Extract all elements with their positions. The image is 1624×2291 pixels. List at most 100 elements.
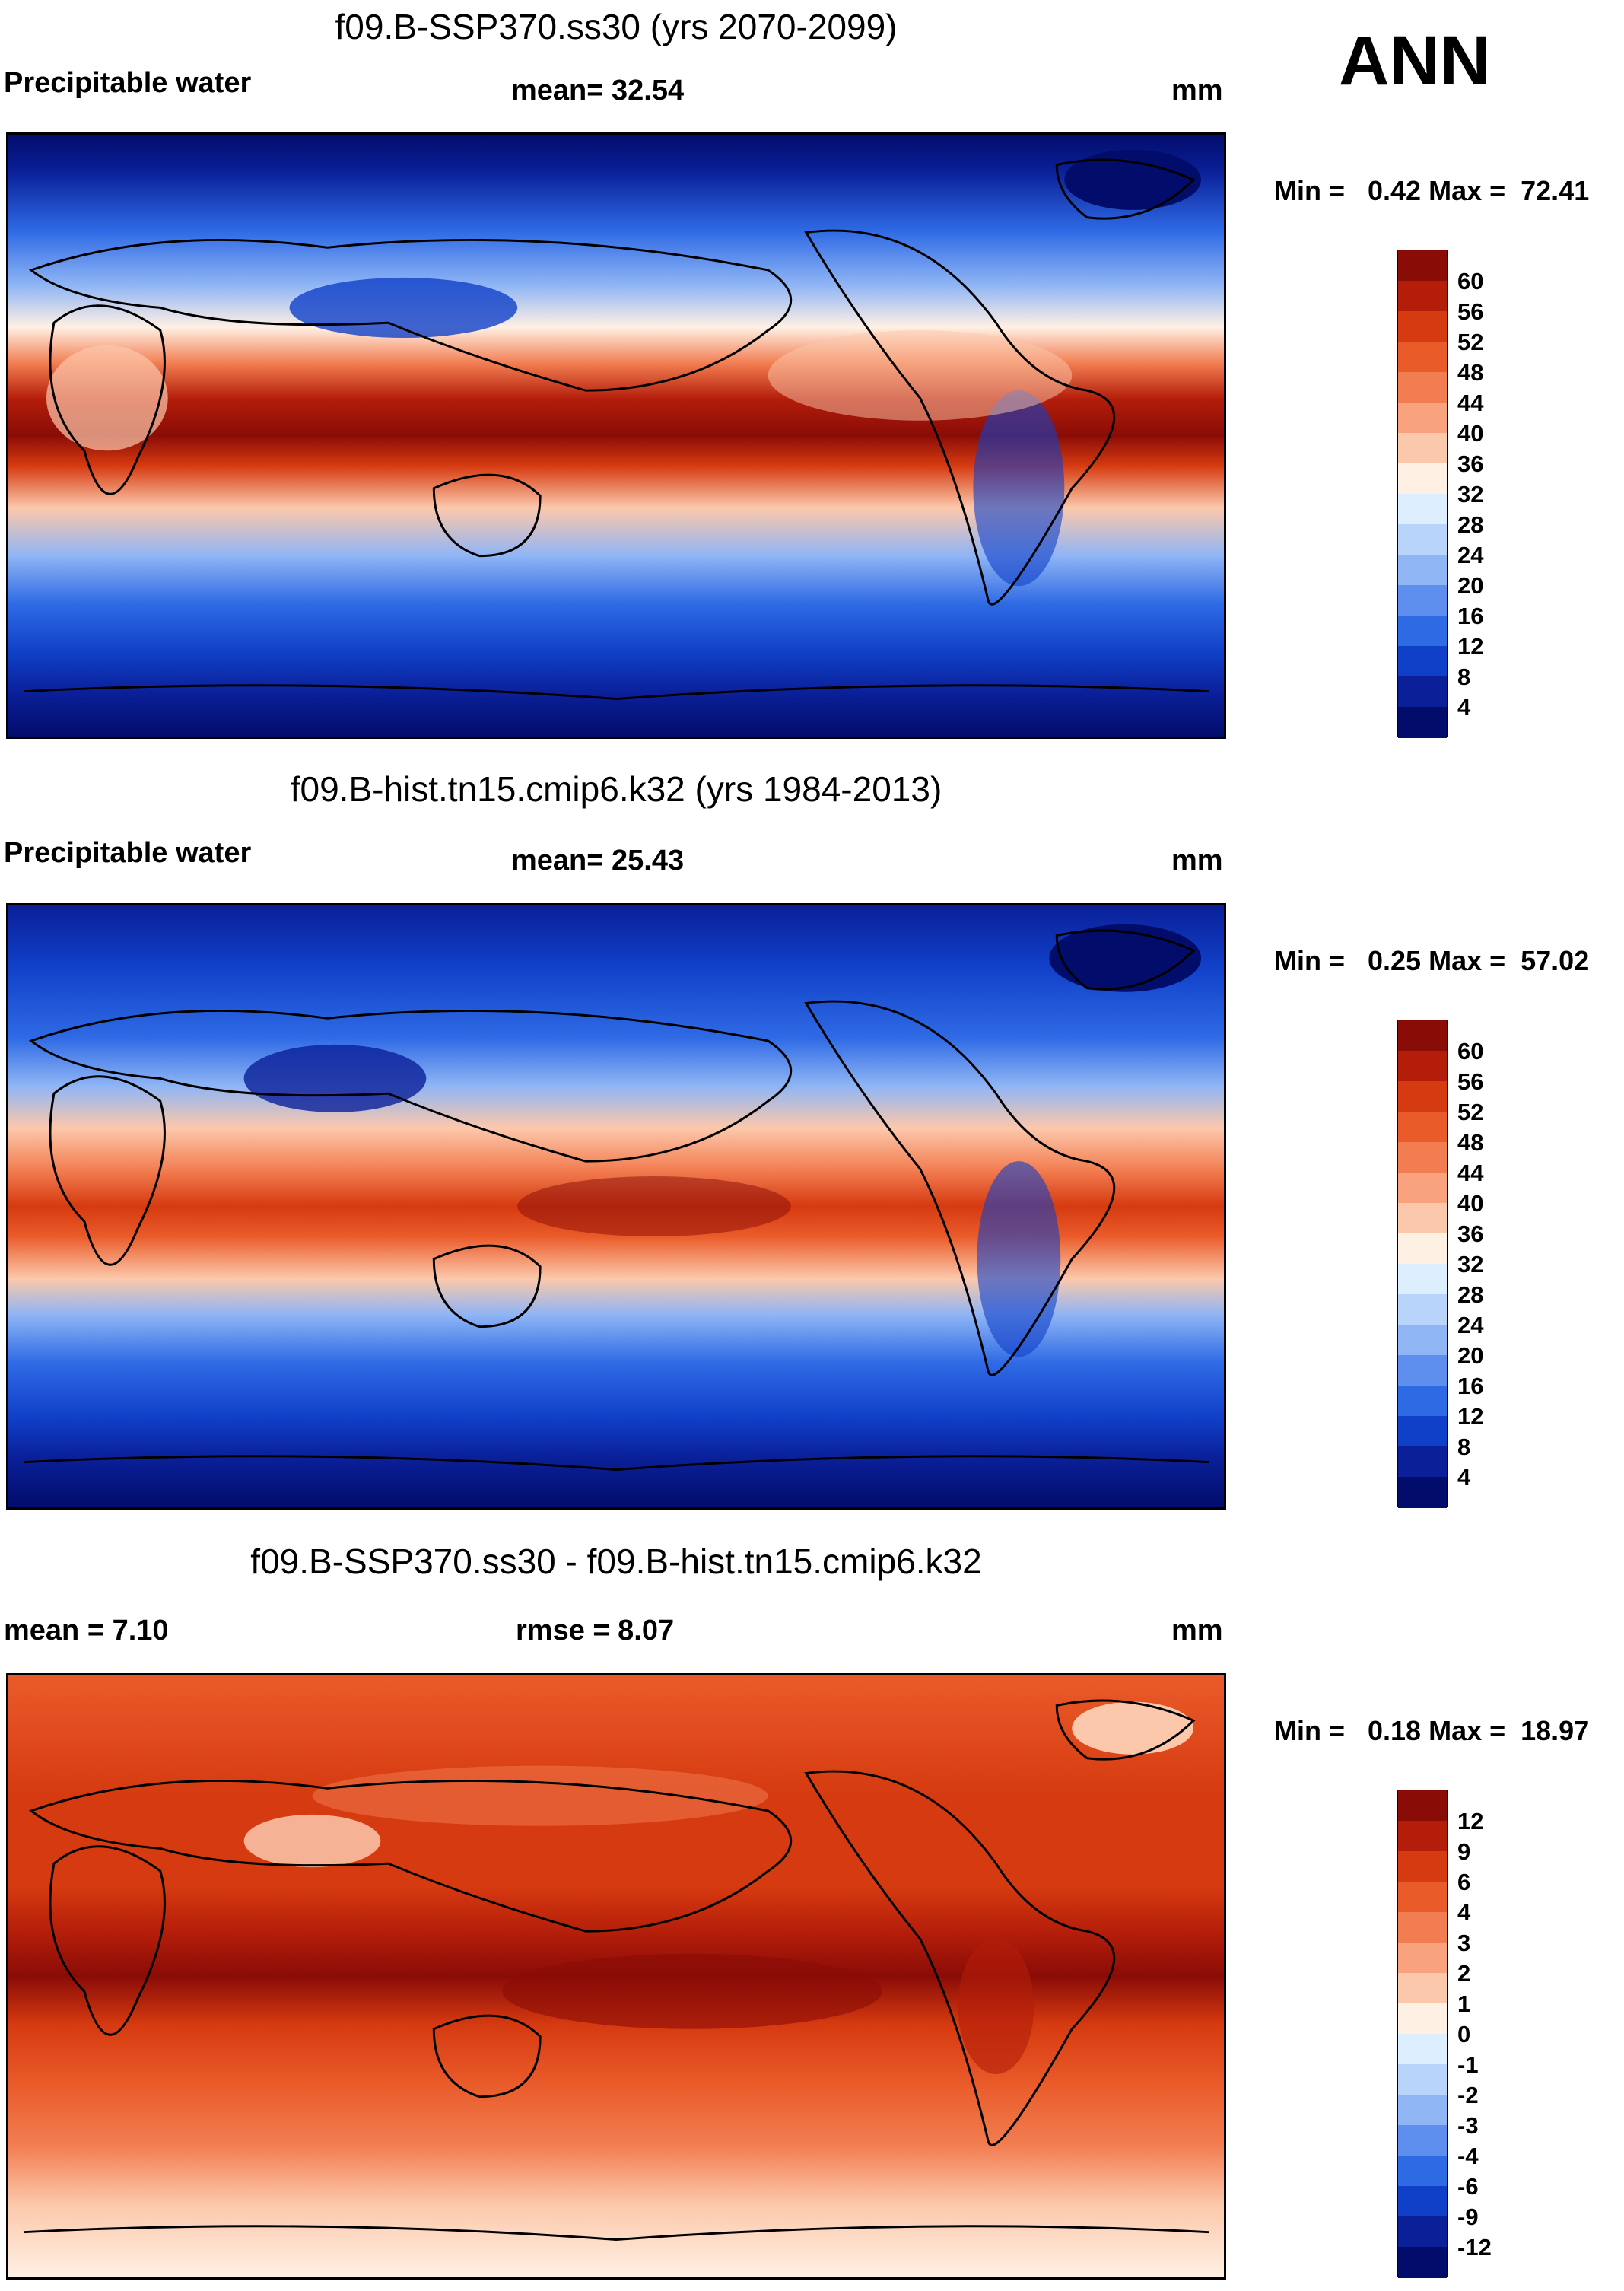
colorbar-segment	[1398, 2247, 1447, 2278]
panel-2-variable-label: Precipitable water	[4, 837, 252, 869]
colorbar-tick-label: 36	[1457, 450, 1484, 477]
colorbar-tick-label: -6	[1457, 2173, 1479, 2200]
colorbar-tick-label: 32	[1457, 481, 1484, 508]
panel-3-colorbar	[1397, 1790, 1448, 2278]
colorbar-segment	[1398, 1821, 1447, 1852]
colorbar-segment	[1398, 1142, 1447, 1173]
panel-1-mean: mean= 32.54	[511, 75, 685, 107]
panel-3-units: mm	[1171, 1615, 1223, 1647]
colorbar-segment	[1398, 2186, 1447, 2217]
colorbar-segment	[1398, 433, 1447, 464]
colorbar-segment	[1398, 1051, 1447, 1082]
colorbar-segment	[1398, 1020, 1447, 1052]
colorbar-tick-label: -2	[1457, 2082, 1479, 2108]
colorbar-segment	[1398, 1912, 1447, 1943]
colorbar-tick-label: 12	[1457, 1403, 1484, 1430]
colorbar-tick-label: 0	[1457, 2021, 1471, 2048]
colorbar-tick-label: 44	[1457, 1160, 1484, 1186]
colorbar-segment	[1398, 1233, 1447, 1265]
panel-2-map	[6, 903, 1226, 1510]
colorbar-segment	[1398, 2216, 1447, 2248]
panel-3-rmse: rmse = 8.07	[516, 1615, 675, 1647]
colorbar-segment	[1398, 524, 1447, 555]
colorbar-segment	[1398, 1325, 1447, 1356]
panel-1-minmax: Min = 0.42 Max = 72.41	[1274, 175, 1590, 206]
colorbar-segment	[1398, 403, 1447, 434]
colorbar-tick-label: 60	[1457, 268, 1484, 294]
colorbar-segment	[1398, 646, 1447, 677]
colorbar-segment	[1398, 2034, 1447, 2065]
colorbar-segment	[1398, 281, 1447, 312]
colorbar-tick-label: 3	[1457, 1930, 1471, 1956]
colorbar-tick-label: 4	[1457, 694, 1471, 721]
colorbar-tick-label: 28	[1457, 1281, 1484, 1308]
colorbar-tick-label: 16	[1457, 1373, 1484, 1399]
colorbar-tick-label: 4	[1457, 1464, 1471, 1491]
colorbar-tick-label: 8	[1457, 663, 1471, 690]
colorbar-tick-label: 56	[1457, 1068, 1484, 1095]
colorbar-segment	[1398, 676, 1447, 708]
colorbar-segment	[1398, 1173, 1447, 1204]
colorbar-tick-label: 20	[1457, 1342, 1484, 1369]
colorbar-tick-label: 12	[1457, 1808, 1484, 1834]
colorbar-segment	[1398, 2064, 1447, 2095]
colorbar-tick-label: -9	[1457, 2203, 1479, 2230]
colorbar-tick-label: 1	[1457, 1990, 1471, 2017]
colorbar-tick-label: 40	[1457, 420, 1484, 447]
panel-2-units: mm	[1171, 845, 1223, 877]
panel-1-contour-plot	[8, 135, 1224, 737]
panel-2-mean: mean= 25.43	[511, 845, 685, 877]
panel-3-contour-plot	[8, 1675, 1224, 2277]
panel-1-map	[6, 132, 1226, 739]
colorbar-segment	[1398, 707, 1447, 738]
colorbar-tick-label: 40	[1457, 1190, 1484, 1217]
colorbar-segment	[1398, 494, 1447, 525]
colorbar-segment	[1398, 342, 1447, 373]
panel-1-title: f09.B-SSP370.ss30 (yrs 2070-2099)	[335, 7, 898, 46]
colorbar-segment	[1398, 1203, 1447, 1234]
colorbar-segment	[1398, 1081, 1447, 1112]
colorbar-tick-label: -1	[1457, 2051, 1479, 2078]
colorbar-tick-label: 44	[1457, 390, 1484, 416]
colorbar-segment	[1398, 555, 1447, 586]
colorbar-tick-label: 60	[1457, 1038, 1484, 1064]
colorbar-tick-label: 20	[1457, 572, 1484, 599]
panel-2-colorbar	[1397, 1020, 1448, 1508]
colorbar-tick-label: 9	[1457, 1838, 1471, 1865]
panel-3-mean: mean = 7.10	[4, 1615, 169, 1647]
colorbar-segment	[1398, 1790, 1447, 1822]
colorbar-segment	[1398, 1851, 1447, 1882]
colorbar-tick-label: 24	[1457, 542, 1484, 568]
colorbar-segment	[1398, 1973, 1447, 2004]
colorbar-segment	[1398, 2156, 1447, 2187]
colorbar-segment	[1398, 585, 1447, 616]
colorbar-segment	[1398, 1943, 1447, 1974]
colorbar-tick-label: 48	[1457, 359, 1484, 386]
colorbar-tick-label: 48	[1457, 1129, 1484, 1156]
panel-2-contour-plot	[8, 905, 1224, 1507]
panel-3-minmax: Min = 0.18 Max = 18.97	[1274, 1715, 1590, 1746]
panel-3-map	[6, 1673, 1226, 2280]
colorbar-tick-label: -12	[1457, 2234, 1492, 2261]
colorbar-segment	[1398, 1294, 1447, 1325]
panel-2-title: f09.B-hist.tn15.cmip6.k32 (yrs 1984-2013…	[290, 769, 942, 809]
colorbar-tick-label: 52	[1457, 329, 1484, 355]
season-label: ANN	[1339, 22, 1491, 100]
panel-1-units: mm	[1171, 75, 1223, 107]
colorbar-segment	[1398, 1882, 1447, 1913]
colorbar-segment	[1398, 2125, 1447, 2156]
colorbar-segment	[1398, 616, 1447, 647]
colorbar-segment	[1398, 1416, 1447, 1447]
colorbar-tick-label: -4	[1457, 2143, 1479, 2169]
panel-3-title: f09.B-SSP370.ss30 - f09.B-hist.tn15.cmip…	[250, 1542, 982, 1581]
colorbar-segment	[1398, 1112, 1447, 1143]
colorbar-tick-label: 56	[1457, 298, 1484, 325]
colorbar-tick-label: 2	[1457, 1960, 1471, 1987]
colorbar-segment	[1398, 250, 1447, 282]
colorbar-tick-label: 28	[1457, 511, 1484, 538]
colorbar-segment	[1398, 1264, 1447, 1295]
colorbar-segment	[1398, 463, 1447, 495]
colorbar-segment	[1398, 372, 1447, 403]
colorbar-tick-label: 36	[1457, 1220, 1484, 1247]
colorbar-segment	[1398, 1446, 1447, 1478]
